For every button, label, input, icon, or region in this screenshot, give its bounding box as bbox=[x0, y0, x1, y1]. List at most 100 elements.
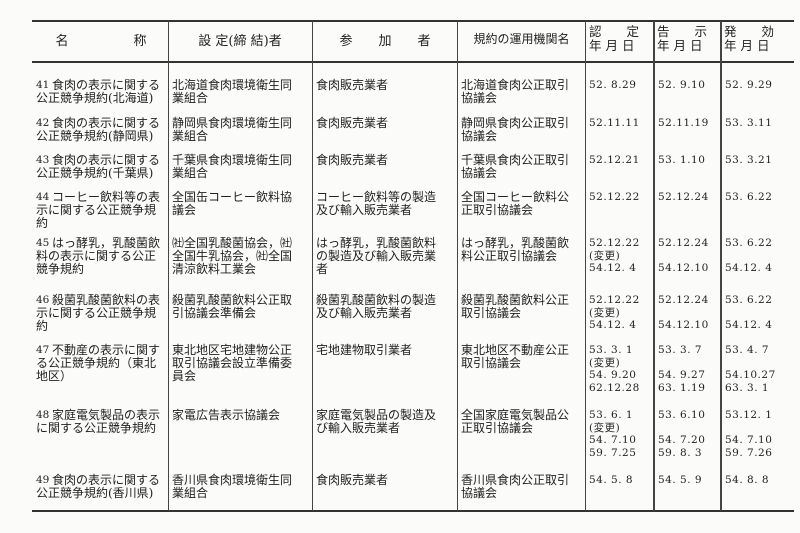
table-bottom-border bbox=[32, 510, 794, 512]
approved-date: 52.12.22 (変更) 54.12. 4 bbox=[589, 294, 640, 331]
header-effective: 発 効年 月 日 bbox=[724, 25, 790, 53]
operator-cell: はっ酵乳，乳酸菌飲 料公正取引協議会 bbox=[461, 236, 570, 263]
setter-cell: 北海道食肉環境衛生同 業組合 bbox=[172, 78, 293, 105]
effective-date: 53. 3.11 bbox=[725, 117, 773, 129]
setter-cell: 全国缶コーヒー飲料協 議会 bbox=[172, 190, 293, 217]
effective-date: 54. 8. 8 bbox=[725, 474, 770, 486]
regulation-name-line: 不動産の表示に関す bbox=[52, 343, 161, 357]
header-operator: 規約の運用機関名 bbox=[473, 32, 570, 46]
notified-date: 53. 6.10 54. 7.20 59. 8. 3 bbox=[658, 409, 706, 459]
participant-cell: コーヒー飲料等の製造 及び輸入販売業者 bbox=[316, 190, 437, 217]
approved-date: 52.12.22 bbox=[589, 191, 640, 203]
column-divider bbox=[653, 21, 655, 511]
regulation-name: 食肉の表示に関する 公正競争規約(静岡県) bbox=[36, 117, 167, 143]
operator-cell: 香川県食肉公正取引 協議会 bbox=[461, 473, 570, 500]
approved-date: 53. 3. 1 (変更) 54. 9.20 62.12.28 bbox=[589, 344, 640, 394]
notified-date: 52.12.24 bbox=[658, 191, 709, 203]
regulation-name-line: 料の表示に関する公正 bbox=[36, 249, 157, 263]
regulation-name: 殺菌乳酸菌飲料の表 示に関する公正競争規約 bbox=[36, 294, 167, 333]
notified-date: 53. 3. 7 54. 9.27 63. 1.19 bbox=[658, 344, 706, 394]
approved-date: 52.12.22 (変更) 54.12. 4 bbox=[589, 237, 640, 274]
regulation-name-line: 家庭電気製品の表示 bbox=[52, 408, 161, 422]
header-setter: 設 定(締 結)者 bbox=[198, 34, 282, 49]
notified-date: 53. 1.10 bbox=[658, 154, 706, 166]
row-number: 44 bbox=[36, 191, 50, 203]
regulation-name: 食肉の表示に関する 公正競争規約(北海道) bbox=[36, 79, 167, 105]
approved-date: 52.12.21 bbox=[589, 154, 640, 166]
effective-date: 53. 6.22 bbox=[725, 191, 773, 203]
notified-date: 52.12.24 54.12.10 bbox=[658, 294, 709, 331]
setter-cell: 家電広告表示協議会 bbox=[172, 408, 281, 422]
regulation-name-line: 約 bbox=[36, 319, 49, 333]
setter-cell: ㈳全国乳酸菌協会，㈳ 全国牛乳協会，㈳全国 清涼飲料工業会 bbox=[172, 236, 293, 276]
column-divider bbox=[585, 21, 586, 511]
regulation-name-line: はっ酵乳，乳酸菌飲 bbox=[52, 236, 161, 250]
effective-date: 52. 9.29 bbox=[725, 79, 773, 91]
operator-cell: 全国コーヒー飲料公 正取引協議会 bbox=[461, 190, 570, 217]
regulation-name-line: 示に関する公正競争規 bbox=[36, 203, 157, 217]
header-divider bbox=[32, 61, 794, 63]
header-name: 名 称 bbox=[55, 34, 147, 49]
effective-date: 53. 6.22 54.12. 4 bbox=[725, 237, 773, 274]
column-divider bbox=[720, 21, 722, 511]
approved-date: 54. 5. 8 bbox=[589, 474, 634, 486]
regulation-name-line: 地区） bbox=[36, 369, 73, 383]
header-participant: 参 加 者 bbox=[339, 34, 431, 49]
participant-cell: 宅地建物取引業者 bbox=[316, 343, 413, 357]
setter-cell: 東北地区宅地建物公正 取引協議会設立準備委 員会 bbox=[172, 343, 293, 383]
header-notified: 告 示年 月 日 bbox=[657, 25, 719, 53]
notified-date: 52. 9.10 bbox=[658, 79, 706, 91]
row-number: 45 bbox=[36, 237, 50, 249]
approved-date: 52.11.11 bbox=[589, 117, 640, 129]
column-divider bbox=[168, 21, 169, 511]
regulation-name-line: る公正競争規約（東北 bbox=[36, 356, 157, 370]
participant-cell: 食肉販売業者 bbox=[316, 78, 389, 92]
operator-cell: 静岡県食肉公正取引 協議会 bbox=[461, 116, 570, 143]
row-number: 42 bbox=[36, 117, 50, 129]
setter-cell: 殺菌乳酸菌飲料公正取 引協議会準備会 bbox=[172, 293, 293, 320]
header-notified-date: 年 月 日 bbox=[657, 38, 703, 53]
effective-date: 53. 4. 7 54.10.27 63. 3. 1 bbox=[725, 344, 776, 394]
header-notified-label: 告 示 bbox=[657, 24, 708, 39]
regulation-name-line: 殺菌乳酸菌飲料の表 bbox=[52, 293, 161, 307]
regulation-name-line: 約 bbox=[36, 216, 49, 230]
regulation-name-line: コーヒー飲料等の表 bbox=[52, 190, 161, 204]
header-effective-label: 発 効 bbox=[724, 24, 775, 39]
setter-cell: 静岡県食肉環境衛生同 業組合 bbox=[172, 116, 293, 143]
table-top-border bbox=[32, 20, 794, 22]
participant-cell: はっ酵乳，乳酸菌飲料 の製造及び輸入販売業 者 bbox=[316, 236, 437, 276]
participant-cell: 殺菌乳酸菌飲料の製造 及び輸入販売業者 bbox=[316, 293, 437, 320]
row-number: 41 bbox=[36, 79, 50, 91]
participant-cell: 食肉販売業者 bbox=[316, 153, 389, 167]
setter-cell: 香川県食肉環境衛生同 業組合 bbox=[172, 473, 293, 500]
regulation-name: コーヒー飲料等の表 示に関する公正競争規約 bbox=[36, 191, 167, 230]
header-approved: 認 定年 月 日 bbox=[589, 25, 651, 53]
notified-date: 52.12.24 54.12.10 bbox=[658, 237, 709, 274]
operator-cell: 東北地区不動産公正 取引協議会 bbox=[461, 343, 570, 370]
regulation-name-line: に関する公正競争規約 bbox=[36, 421, 157, 435]
notified-date: 54. 5. 9 bbox=[658, 474, 703, 486]
regulation-name-line: 示に関する公正競争規 bbox=[36, 306, 157, 320]
regulation-name-line: 競争規約 bbox=[36, 262, 85, 276]
regulation-name-line: 公正競争規約(香川県) bbox=[36, 486, 154, 500]
regulation-name: 家庭電気製品の表示 に関する公正競争規約 bbox=[36, 409, 167, 435]
regulation-name-line: 公正競争規約(千葉県) bbox=[36, 166, 154, 180]
effective-date: 53.12. 1 54. 7.10 59. 7.26 bbox=[725, 409, 773, 459]
approved-date: 53. 6. 1 (変更) 54. 7.10 59. 7.25 bbox=[589, 409, 637, 459]
regulation-name-line: 食肉の表示に関する bbox=[52, 473, 161, 487]
regulation-name: はっ酵乳，乳酸菌飲 料の表示に関する公正 競争規約 bbox=[36, 237, 167, 276]
regulation-name-line: 食肉の表示に関する bbox=[52, 78, 161, 92]
operator-cell: 殺菌乳酸菌飲料公正 取引協議会 bbox=[461, 293, 570, 320]
operator-cell: 全国家庭電気製品公 正取引協議会 bbox=[461, 408, 570, 435]
row-number: 47 bbox=[36, 344, 50, 356]
regulation-name: 食肉の表示に関する 公正競争規約(千葉県) bbox=[36, 154, 167, 180]
header-approved-label: 認 定 bbox=[589, 24, 640, 39]
header-approved-date: 年 月 日 bbox=[589, 38, 635, 53]
effective-date: 53. 6.22 54.12. 4 bbox=[725, 294, 773, 331]
header-effective-date: 年 月 日 bbox=[724, 38, 770, 53]
regulation-name-line: 食肉の表示に関する bbox=[52, 116, 161, 130]
row-number: 48 bbox=[36, 409, 50, 421]
regulation-name: 不動産の表示に関す る公正競争規約（東北 地区） bbox=[36, 344, 167, 383]
regulation-name: 食肉の表示に関する 公正競争規約(香川県) bbox=[36, 474, 167, 500]
